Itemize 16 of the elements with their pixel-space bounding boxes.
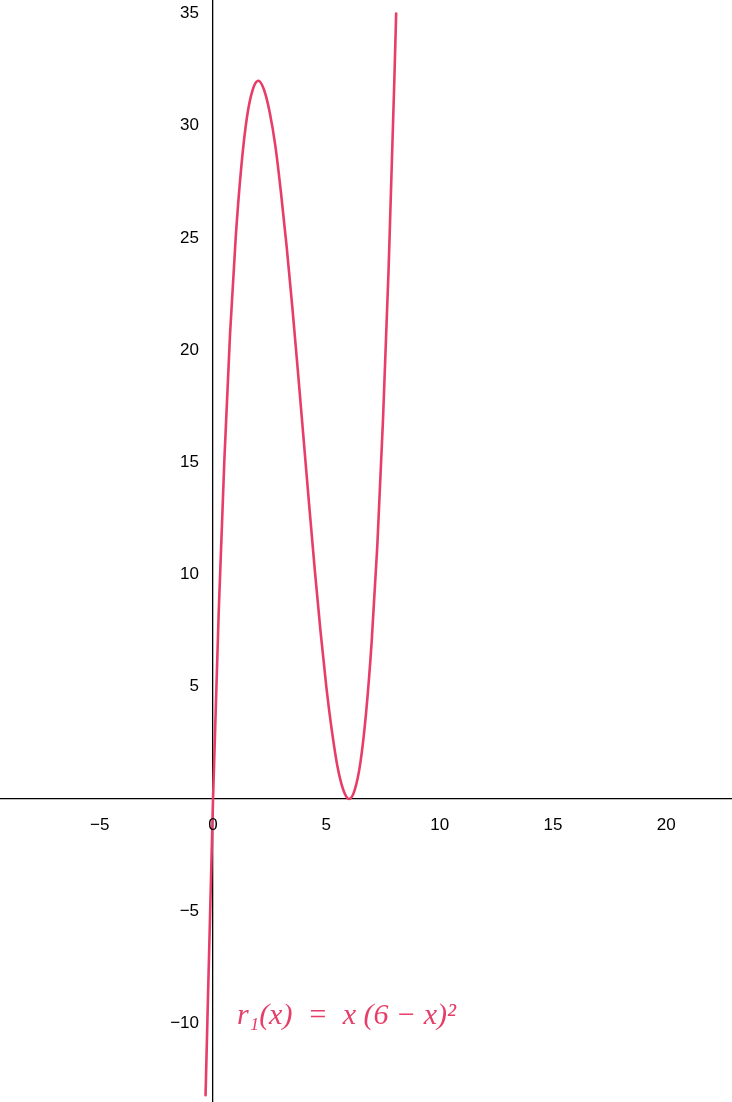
y-tick-label: −10 [170, 1013, 200, 1033]
y-tick-label: 35 [180, 3, 200, 23]
line-series [204, 12, 398, 1097]
x-tick-label: 10 [430, 815, 450, 835]
series-label: r₁(x) = x (6 − x)² [237, 996, 458, 1031]
x-tick-label: 5 [321, 815, 332, 835]
y-tick-label: 15 [180, 452, 200, 472]
x-tick-label: 15 [543, 815, 563, 835]
y-tick-label: 5 [189, 676, 200, 696]
x-tick-label: −5 [90, 815, 110, 835]
x-tick-label: 20 [656, 815, 676, 835]
y-tick-label: 25 [180, 227, 200, 247]
y-tick-label: 30 [180, 115, 200, 135]
y-tick-label: −5 [179, 900, 200, 920]
y-tick-label: 20 [180, 339, 200, 359]
y-tick-label: 10 [180, 564, 200, 584]
